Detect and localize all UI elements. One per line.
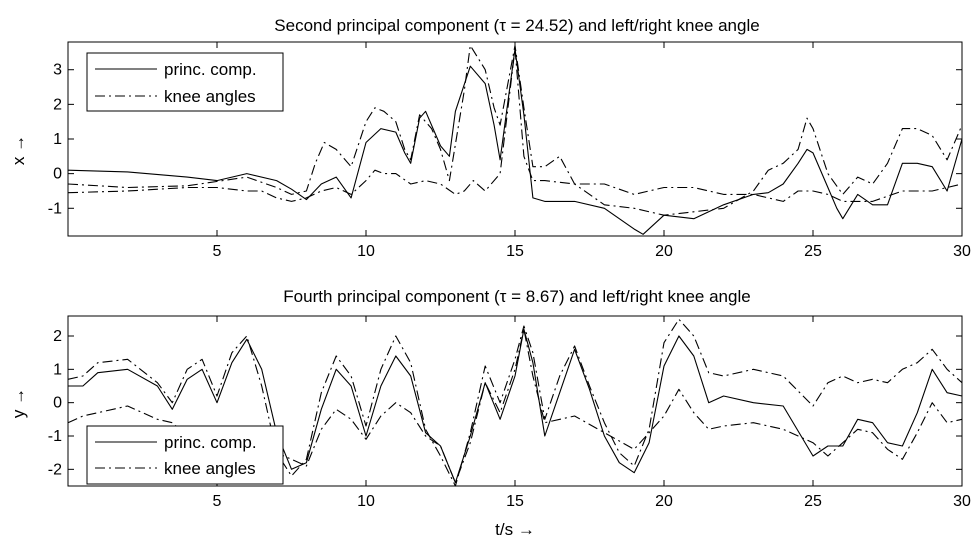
y-tick-label: 1 — [53, 361, 62, 378]
x-tick-label: 5 — [213, 243, 222, 260]
chart-top-legend-entry-1: knee angles — [164, 87, 256, 106]
chart-bottom-legend: princ. comp. knee angles — [86, 425, 284, 485]
chart-top-series — [67, 44, 963, 235]
y-tick-label: -1 — [48, 200, 62, 217]
chart-bottom-series-line-1 — [67, 318, 963, 487]
chart-top-y-ticks: -1 0 1 2 3 — [48, 62, 962, 217]
chart-bottom-xlabel: t/s → — [495, 520, 535, 539]
chart-top-series-line-2 — [67, 48, 963, 202]
x-tick-label: 15 — [506, 243, 524, 260]
y-tick-label: 2 — [53, 96, 62, 113]
y-tick-label: -2 — [48, 461, 62, 478]
chart-top-legend-box — [86, 52, 284, 112]
chart-top-series-line-1 — [67, 44, 963, 216]
x-tick-label: 15 — [506, 493, 524, 510]
x-tick-label: 30 — [953, 493, 971, 510]
chart-bottom-ylabel: y → — [9, 388, 28, 418]
x-tick-label: 30 — [953, 243, 971, 260]
x-tick-label: 20 — [655, 243, 673, 260]
chart-top-series-line-0 — [67, 48, 963, 235]
chart-top-ylabel: x → — [9, 135, 28, 165]
chart-top: Second principal component (τ = 24.52) a… — [9, 16, 971, 260]
x-tick-label: 20 — [655, 493, 673, 510]
chart-bottom-legend-box — [86, 425, 284, 485]
x-tick-label: 25 — [804, 243, 822, 260]
chart-bottom-title: Fourth principal component (τ = 8.67) an… — [283, 287, 750, 306]
chart-top-legend-entry-0: princ. comp. — [164, 60, 257, 79]
x-tick-label: 25 — [804, 493, 822, 510]
chart-bottom-series-line-0 — [68, 328, 963, 484]
chart-bottom-y-ticks: -2 -1 0 1 2 — [48, 328, 962, 478]
chart-top-x-ticks: 5 10 15 20 25 30 — [213, 42, 971, 260]
x-tick-label: 10 — [357, 243, 375, 260]
chart-bottom-legend-entry-0: princ. comp. — [164, 433, 257, 452]
y-tick-label: 2 — [53, 328, 62, 345]
y-tick-label: 1 — [53, 131, 62, 148]
y-tick-label: 0 — [53, 395, 62, 412]
y-tick-label: -1 — [48, 428, 62, 445]
x-tick-label: 5 — [213, 493, 222, 510]
chart-bottom-legend-entry-1: knee angles — [164, 459, 256, 478]
y-tick-label: 0 — [53, 166, 62, 183]
y-tick-label: 3 — [53, 62, 62, 79]
chart-top-title: Second principal component (τ = 24.52) a… — [274, 16, 759, 35]
chart-bottom-x-ticks: 5 10 15 20 25 30 — [213, 316, 971, 510]
x-tick-label: 10 — [357, 493, 375, 510]
chart-bottom: Fourth principal component (τ = 8.67) an… — [9, 287, 971, 539]
chart-top-legend: princ. comp. knee angles — [86, 52, 284, 112]
